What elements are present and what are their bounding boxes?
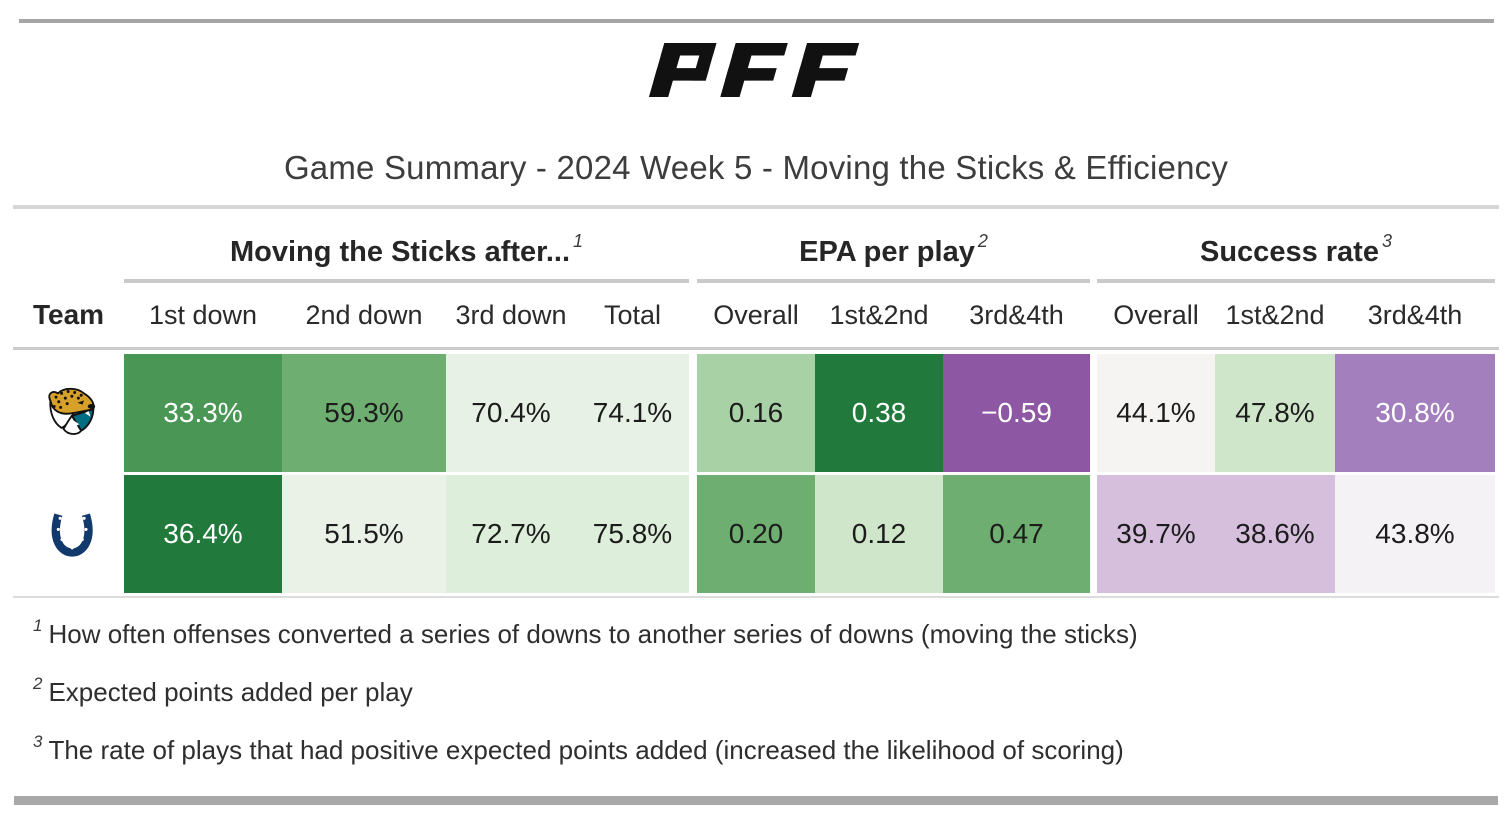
stat-cell: 43.8% — [1335, 475, 1495, 593]
top-divider — [19, 19, 1494, 23]
colts-logo — [20, 475, 124, 593]
stat-cell: 75.8% — [576, 475, 689, 593]
stat-cell: 0.12 — [815, 475, 943, 593]
column-header: 1st&2nd — [829, 299, 929, 330]
group-header-row: Moving the Sticks after... 1 EPA per play… — [20, 209, 1495, 283]
pff-logo-mark — [648, 43, 860, 97]
group-label: Moving the Sticks after... — [229, 236, 570, 268]
bottom-divider — [14, 796, 1498, 805]
column-header: 1st down — [148, 299, 258, 330]
page-title: Game Summary - 2024 Week 5 - Moving the … — [283, 149, 1229, 186]
stat-cell: 47.8% — [1215, 354, 1335, 472]
column-header: Total — [603, 299, 662, 330]
footnote-text: Expected points added per play — [48, 677, 413, 707]
group-header-epa-per-play: EPA per play 2 — [697, 227, 1090, 283]
footnote-number: 2 — [33, 674, 43, 693]
footnotes: 1 How often offenses converted a series o… — [33, 616, 1492, 766]
footnote-text: The rate of plays that had positive expe… — [48, 735, 1124, 765]
footnote-text: How often offenses converted a series of… — [48, 619, 1138, 649]
team-row-jaguars: 33.3% 59.3% 70.4% 74.1% 0.16 0.38 −0.59 44.1% 47… — [20, 354, 1495, 472]
footnote-1: 1 How often offenses converted a series o… — [33, 616, 1492, 650]
column-header: Overall — [1113, 299, 1199, 330]
title-divider — [13, 205, 1499, 209]
jaguars-logo — [20, 354, 124, 472]
stat-cell: 74.1% — [576, 354, 689, 472]
header-divider — [13, 347, 1499, 350]
column-header: Overall — [713, 299, 799, 330]
stat-cell: 70.4% — [446, 354, 576, 472]
footnote-ref-1: 1 — [573, 231, 584, 251]
stat-cell: 39.7% — [1097, 475, 1215, 593]
group-label: Success rate — [1200, 236, 1379, 268]
table-bottom-divider — [13, 596, 1499, 598]
group-header-moving-the-sticks: Moving the Sticks after... 1 — [124, 227, 689, 283]
stat-cell: 44.1% — [1097, 354, 1215, 472]
stat-cell: −0.59 — [943, 354, 1090, 472]
pff-logo — [0, 43, 1512, 99]
stat-cell: 30.8% — [1335, 354, 1495, 472]
footnote-number: 1 — [33, 616, 43, 635]
stat-cell: 59.3% — [282, 354, 446, 472]
footnote-2: 2 Expected points added per play — [33, 674, 1492, 708]
column-header: 3rd down — [455, 299, 567, 330]
stat-cell: 33.3% — [124, 354, 282, 472]
column-header: 3rd&4th — [969, 299, 1064, 330]
column-header: 1st&2nd — [1225, 299, 1325, 330]
column-header-row: Team 1st down 2nd down 3rd down Total Overal… — [20, 283, 1495, 347]
stat-cell: 0.47 — [943, 475, 1090, 593]
stat-cell: 51.5% — [282, 475, 446, 593]
footnote-ref-2: 2 — [977, 231, 988, 251]
stat-cell: 72.7% — [446, 475, 576, 593]
group-header-success-rate: Success rate 3 — [1097, 227, 1495, 283]
stat-cell: 0.20 — [697, 475, 815, 593]
column-header: 3rd&4th — [1367, 299, 1463, 330]
colts-logo-icon — [51, 513, 93, 557]
team-column-header: Team — [33, 299, 105, 330]
stat-cell: 0.38 — [815, 354, 943, 472]
team-row-colts: 36.4% 51.5% 72.7% 75.8% 0.20 0.12 0.47 39.7% 38.… — [20, 475, 1495, 593]
group-label: EPA per play — [799, 236, 975, 268]
jaguars-logo-icon — [48, 387, 96, 435]
footnote-ref-3: 3 — [1381, 231, 1392, 251]
footnote-3: 3 The rate of plays that had positive exp… — [33, 732, 1492, 766]
stat-cell: 36.4% — [124, 475, 282, 593]
column-header: 2nd down — [305, 299, 423, 330]
footnote-number: 3 — [33, 732, 43, 751]
stat-cell: 0.16 — [697, 354, 815, 472]
stat-cell: 38.6% — [1215, 475, 1335, 593]
